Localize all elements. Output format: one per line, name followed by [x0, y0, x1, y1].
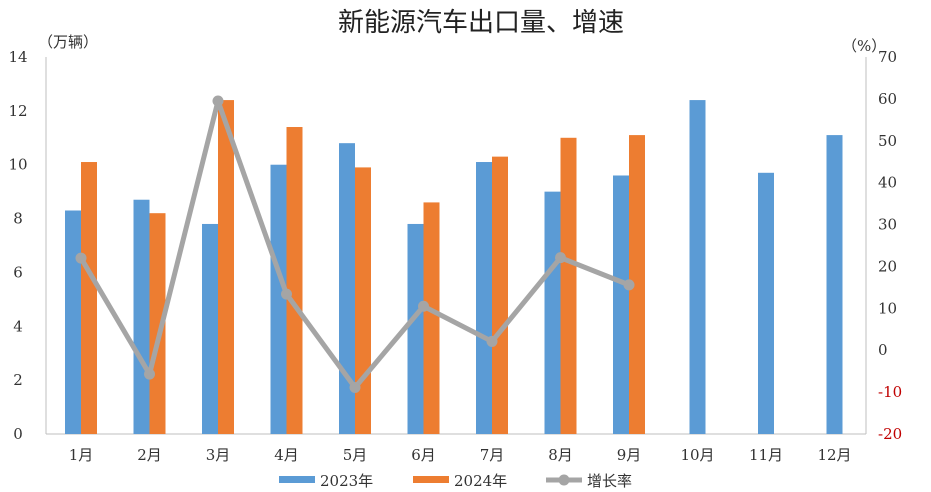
legend: 2023年 2024年 增长率: [279, 472, 632, 490]
x-tick-label: 3月: [206, 446, 231, 464]
bar-2023年-6月: [407, 223, 424, 434]
right-tick-label: 30: [878, 216, 897, 234]
right-tick-label: 40: [878, 174, 897, 192]
legend-swatch-2023年: [279, 476, 315, 483]
bar-2023年-3月: [202, 223, 218, 434]
bar-2024年-4月: [286, 127, 303, 434]
left-tick-label: 14: [8, 48, 27, 66]
bar-2023年-5月: [339, 143, 355, 434]
bar-2024年-2月: [149, 213, 166, 434]
bar-2023年-4月: [270, 164, 287, 434]
x-tick-label: 10月: [680, 446, 714, 464]
right-tick-label: -20: [878, 425, 902, 443]
growth-point-4月: [281, 288, 292, 300]
left-tick-label: 2: [13, 371, 23, 389]
bar-2024年-1月: [81, 162, 97, 434]
growth-point-1月: [75, 252, 87, 264]
growth-point-7月: [486, 335, 498, 347]
left-tick-label: 10: [8, 156, 27, 174]
growth-point-9月: [623, 279, 635, 291]
legend-label-2023年: 2023年: [320, 472, 373, 490]
chart-title: 新能源汽车出口量、增速: [338, 8, 624, 38]
bar-2023年-10月: [689, 100, 706, 434]
x-tick-label: 12月: [817, 446, 851, 464]
right-axis-ticks: -20 -10 0 10 20 30 40 50 60 70: [878, 48, 902, 443]
right-tick-label: 20: [878, 257, 897, 275]
x-tick-label: 11月: [749, 446, 783, 464]
growth-point-3月: [212, 95, 224, 107]
right-tick-label: 60: [878, 90, 897, 108]
left-tick-label: 8: [13, 210, 23, 228]
left-tick-label: 12: [8, 102, 27, 120]
x-tick-label: 6月: [411, 446, 436, 464]
right-tick-label: 50: [878, 132, 897, 150]
x-tick-label: 7月: [480, 446, 505, 464]
bar-2023年-8月: [544, 191, 561, 434]
x-tick-label: 4月: [274, 446, 299, 464]
growth-point-2月: [144, 368, 155, 380]
growth-line: [75, 95, 635, 394]
bar-2024年-6月: [423, 202, 440, 434]
legend-swatch-marker: [558, 474, 570, 486]
legend-label-增长率: 增长率: [587, 472, 632, 490]
left-tick-label: 6: [13, 263, 23, 281]
right-tick-label: 70: [878, 48, 897, 66]
right-tick-label: 0: [878, 341, 888, 359]
left-axis-unit: （万辆）: [38, 33, 98, 51]
legend-swatch-2024年: [413, 476, 449, 483]
bar-2024年-9月: [629, 135, 645, 435]
bar-2023年-12月: [826, 135, 843, 435]
growth-point-6月: [418, 300, 429, 312]
legend-label-2024年: 2024年: [454, 472, 507, 490]
x-tick-label: 2月: [137, 446, 162, 464]
bar-2023年-2月: [133, 199, 150, 434]
bar-2023年-1月: [65, 210, 81, 434]
bars: [65, 100, 843, 435]
bar-2023年-9月: [613, 175, 629, 434]
bar-2023年-7月: [476, 162, 492, 434]
right-tick-label: -10: [878, 383, 902, 401]
x-tick-label: 5月: [343, 446, 368, 464]
bar-2024年-5月: [355, 167, 371, 434]
left-axis-ticks: 0 2 4 6 8 10 12 14: [8, 48, 27, 443]
x-tick-label: 8月: [548, 446, 573, 464]
left-tick-label: 0: [13, 425, 23, 443]
right-axis-unit: （%）: [842, 37, 886, 55]
left-tick-label: 4: [13, 317, 23, 335]
x-tick-label: 9月: [617, 446, 642, 464]
growth-point-5月: [349, 382, 361, 394]
right-tick-label: 10: [878, 299, 897, 317]
bar-2024年-3月: [218, 100, 234, 434]
x-tick-label: 1月: [69, 446, 94, 464]
bar-2024年-7月: [492, 156, 508, 434]
bar-2024年-8月: [560, 137, 577, 435]
bar-2023年-11月: [758, 172, 774, 435]
growth-point-8月: [555, 252, 566, 264]
x-axis-ticks: 1月 2月 3月 4月 5月 6月 7月 8月 9月 10月 11月 12月: [69, 446, 852, 464]
